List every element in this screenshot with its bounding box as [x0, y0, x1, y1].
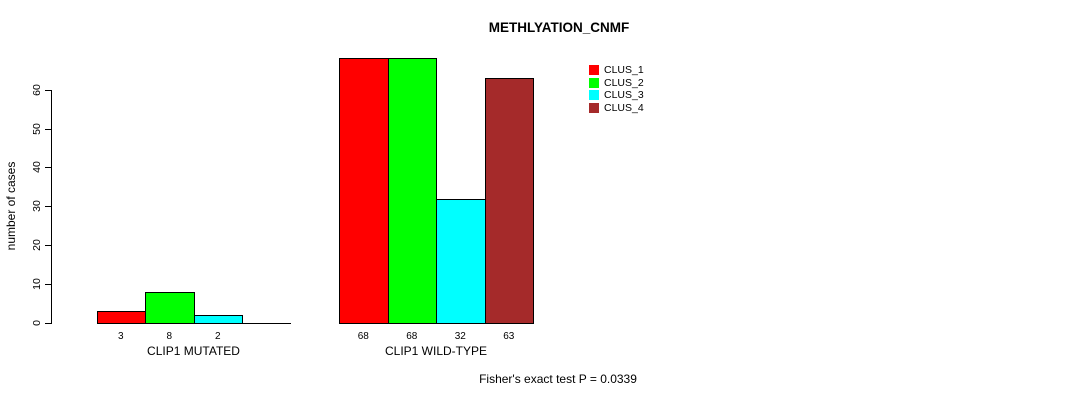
bar-clus_3 [436, 198, 486, 324]
y-tick-label: 20 [31, 239, 43, 252]
y-tick-label: 40 [31, 161, 43, 174]
y-tick-mark [45, 323, 51, 324]
bar-value-label: 63 [503, 331, 515, 342]
bar-value-label: 68 [406, 331, 418, 342]
y-tick-mark [45, 206, 51, 208]
y-tick-mark [45, 167, 51, 169]
bar-value-label: 3 [117, 331, 124, 342]
bar-value-label: 32 [454, 331, 466, 342]
bar-clus_1 [339, 58, 389, 324]
y-tick-mark [45, 128, 51, 130]
y-tick-mark [45, 89, 51, 91]
y-tick-mark [45, 284, 51, 286]
y-tick-label: 50 [31, 122, 43, 135]
y-tick-mark [45, 245, 51, 247]
legend-swatch-icon [589, 65, 599, 76]
bar-value-label: 8 [166, 331, 173, 342]
y-tick-label: 30 [31, 200, 43, 213]
bar-clus_2 [387, 58, 437, 324]
legend-swatch-icon [589, 103, 599, 114]
legend-label: CLUS_1 [604, 64, 644, 77]
bar-clus_1 [96, 311, 146, 324]
bar-value-label: 68 [357, 331, 369, 342]
legend-row: CLUS_3 [589, 89, 644, 102]
chart-title: METHLYATION_CNMF [488, 20, 630, 35]
footer-annotation: Fisher's exact test P = 0.0339 [479, 372, 637, 386]
bar-clus_2 [145, 291, 195, 324]
legend-label: CLUS_2 [604, 76, 644, 89]
legend-label: CLUS_4 [604, 102, 644, 115]
legend-swatch-icon [589, 90, 599, 101]
legend-row: CLUS_2 [589, 77, 644, 90]
y-tick-label: 60 [31, 83, 43, 96]
y-tick-label: 0 [31, 320, 43, 326]
y-axis-label: number of cases [4, 161, 18, 251]
legend: CLUS_1 CLUS_2 CLUS_3 CLUS_4 [589, 64, 644, 114]
group-label: CLIP1 WILD-TYPE [384, 344, 488, 358]
legend-label: CLUS_3 [604, 89, 644, 102]
bar-clus_4 [484, 77, 534, 324]
bar-clus_3 [193, 315, 243, 324]
y-tick-label: 10 [31, 278, 43, 290]
bar-value-label: 2 [214, 331, 221, 342]
group-label: CLIP1 MUTATED [147, 344, 240, 358]
legend-row: CLUS_1 [589, 64, 644, 77]
y-axis-line [51, 89, 52, 324]
legend-row: CLUS_4 [589, 102, 644, 115]
legend-swatch-icon [589, 77, 599, 88]
